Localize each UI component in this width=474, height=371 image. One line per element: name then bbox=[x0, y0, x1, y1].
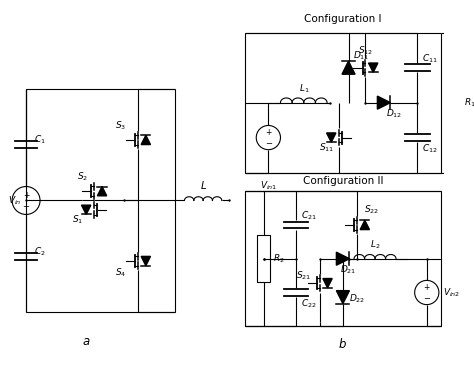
Text: $S_4$: $S_4$ bbox=[115, 266, 126, 279]
Text: $R_1$: $R_1$ bbox=[464, 96, 474, 109]
Text: $L_2$: $L_2$ bbox=[370, 239, 380, 251]
Text: $V_{in}$: $V_{in}$ bbox=[8, 194, 21, 207]
Text: $C_{12}$: $C_{12}$ bbox=[422, 142, 438, 155]
Text: $S_{22}$: $S_{22}$ bbox=[365, 204, 380, 216]
Polygon shape bbox=[82, 205, 91, 214]
Polygon shape bbox=[327, 133, 336, 142]
Text: $D_{22}$: $D_{22}$ bbox=[348, 293, 365, 305]
Text: $S_3$: $S_3$ bbox=[115, 120, 126, 132]
Text: $C_1$: $C_1$ bbox=[34, 134, 46, 146]
Text: $S_{12}$: $S_{12}$ bbox=[358, 45, 373, 57]
Text: $S_2$: $S_2$ bbox=[77, 170, 89, 183]
Text: $S_1$: $S_1$ bbox=[72, 214, 83, 226]
Text: $b$: $b$ bbox=[338, 337, 347, 351]
Text: −: − bbox=[265, 139, 272, 149]
Polygon shape bbox=[141, 135, 150, 145]
Text: −: − bbox=[23, 203, 29, 211]
Polygon shape bbox=[337, 252, 349, 265]
Text: $L$: $L$ bbox=[200, 179, 207, 191]
Text: +: + bbox=[424, 283, 430, 292]
Text: $D_{21}$: $D_{21}$ bbox=[340, 264, 356, 276]
Text: Configuration II: Configuration II bbox=[303, 176, 383, 186]
Text: $S_{21}$: $S_{21}$ bbox=[296, 269, 311, 282]
Text: $D_{12}$: $D_{12}$ bbox=[386, 108, 402, 120]
Polygon shape bbox=[377, 96, 391, 109]
Text: $C_{22}$: $C_{22}$ bbox=[301, 298, 317, 310]
Polygon shape bbox=[360, 220, 369, 230]
Text: $V_{in1}$: $V_{in1}$ bbox=[260, 180, 277, 193]
Bar bbox=[257, 236, 270, 282]
Text: +: + bbox=[23, 191, 29, 200]
Text: $C_{11}$: $C_{11}$ bbox=[422, 52, 438, 65]
Polygon shape bbox=[323, 279, 332, 288]
Polygon shape bbox=[337, 290, 349, 304]
Text: $R_2$: $R_2$ bbox=[273, 253, 285, 265]
Polygon shape bbox=[141, 256, 150, 266]
Text: $a$: $a$ bbox=[82, 335, 91, 348]
Text: $S_{11}$: $S_{11}$ bbox=[319, 142, 334, 154]
Polygon shape bbox=[97, 187, 107, 196]
Text: $L_1$: $L_1$ bbox=[299, 82, 309, 95]
Text: $D_{11}$: $D_{11}$ bbox=[353, 49, 370, 62]
Text: $C_2$: $C_2$ bbox=[34, 246, 45, 258]
Polygon shape bbox=[369, 63, 378, 72]
Text: $C_{21}$: $C_{21}$ bbox=[301, 209, 317, 222]
Text: +: + bbox=[265, 128, 272, 137]
Bar bbox=[448, 79, 461, 126]
Text: −: − bbox=[423, 295, 430, 303]
Polygon shape bbox=[342, 61, 355, 74]
Text: Configuration I: Configuration I bbox=[304, 14, 382, 24]
Text: $V_{in2}$: $V_{in2}$ bbox=[443, 286, 460, 299]
